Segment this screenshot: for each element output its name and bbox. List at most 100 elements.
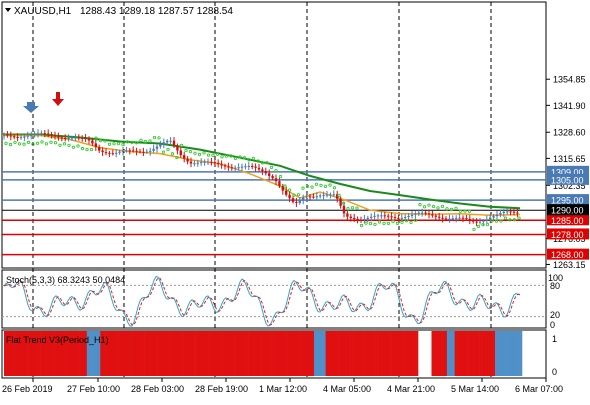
price-axis-label: 1354.85 bbox=[553, 75, 586, 85]
trend-bar bbox=[342, 331, 346, 376]
trend-bar bbox=[196, 331, 199, 376]
candle-body bbox=[421, 212, 424, 214]
candle-body bbox=[169, 140, 172, 142]
psar-dot bbox=[265, 161, 269, 165]
candle-body bbox=[448, 218, 451, 220]
trend-bar bbox=[431, 331, 434, 376]
trend-bar bbox=[19, 331, 22, 376]
trend-bar bbox=[248, 331, 251, 376]
main-panel[interactable] bbox=[1, 1, 547, 269]
trend-bar bbox=[414, 331, 417, 376]
trend-bar bbox=[364, 331, 367, 376]
trend-bar bbox=[227, 331, 230, 376]
candle-body bbox=[217, 163, 220, 165]
psar-dot bbox=[76, 144, 80, 148]
trend-bar bbox=[404, 331, 407, 376]
candle-body bbox=[516, 212, 519, 214]
psar-dot bbox=[494, 219, 499, 223]
trend-bar bbox=[208, 331, 211, 376]
psar-dot bbox=[301, 186, 305, 190]
stoch-panel[interactable] bbox=[1, 269, 547, 329]
candle-body bbox=[427, 213, 431, 215]
psar-dot bbox=[157, 136, 161, 140]
candle-body bbox=[455, 217, 458, 219]
collapse-triangle-icon[interactable] bbox=[5, 8, 11, 12]
candle-body bbox=[98, 147, 101, 151]
psar-dot bbox=[17, 142, 22, 146]
psar-dot bbox=[269, 165, 274, 170]
candle-body bbox=[302, 197, 305, 201]
candle-body bbox=[50, 134, 53, 136]
trend-bar bbox=[439, 331, 442, 376]
trend-bar bbox=[27, 331, 30, 376]
trend-bar bbox=[464, 331, 467, 376]
trend-bar bbox=[495, 331, 498, 376]
trend-bar bbox=[366, 331, 369, 376]
candle-body bbox=[115, 152, 118, 154]
psar-dot bbox=[481, 223, 485, 227]
candle-body bbox=[152, 148, 155, 151]
candle-body bbox=[342, 205, 346, 214]
level-price-tag bbox=[547, 173, 589, 185]
trend-bar bbox=[446, 331, 450, 376]
level-price-tag bbox=[547, 228, 589, 240]
psar-dot bbox=[274, 169, 278, 173]
candle-body bbox=[70, 137, 74, 139]
trend-bar bbox=[477, 331, 480, 376]
candle-body bbox=[64, 138, 67, 140]
candle-body bbox=[138, 151, 142, 153]
level-lines[interactable] bbox=[2, 171, 546, 256]
trend-bar bbox=[134, 331, 138, 376]
trend-bar bbox=[315, 331, 319, 376]
candle-body bbox=[118, 151, 121, 153]
psar-dot bbox=[211, 153, 215, 157]
candle-body bbox=[482, 220, 485, 222]
trend-bar bbox=[346, 331, 349, 376]
trend-bar bbox=[290, 331, 294, 376]
candle-body bbox=[298, 200, 301, 204]
trend-bar bbox=[396, 331, 400, 376]
psar-dot bbox=[404, 219, 409, 223]
psar-dot bbox=[89, 147, 94, 152]
trend-bar bbox=[29, 331, 32, 376]
psar-dot bbox=[166, 147, 170, 152]
trend-bar bbox=[369, 331, 373, 376]
trend-bar bbox=[15, 331, 18, 376]
trend-bar bbox=[254, 331, 257, 376]
trend-bar bbox=[194, 331, 197, 376]
psar-dot bbox=[341, 201, 346, 205]
psar-dot bbox=[98, 139, 103, 143]
trend-bar bbox=[48, 331, 51, 376]
candle-body bbox=[315, 196, 318, 198]
trend-bar bbox=[506, 331, 509, 376]
trend-bar bbox=[485, 331, 488, 376]
candle-body bbox=[502, 211, 505, 213]
trend-bar bbox=[237, 331, 240, 376]
psar-dot bbox=[409, 220, 413, 225]
trend-bar bbox=[292, 331, 296, 376]
candle-body bbox=[257, 167, 261, 170]
psar-dot bbox=[67, 143, 71, 147]
psar-dot bbox=[4, 141, 8, 146]
candle-body bbox=[509, 211, 512, 213]
candle-body bbox=[227, 166, 230, 168]
candle-body bbox=[441, 217, 444, 219]
trend-bar bbox=[211, 331, 215, 376]
trend-bar bbox=[510, 331, 513, 376]
candle-body bbox=[60, 137, 63, 139]
price-axis-label: 1315.65 bbox=[553, 154, 586, 164]
trend-bar bbox=[466, 331, 469, 376]
candle-body bbox=[506, 211, 509, 213]
trend-bar bbox=[219, 331, 222, 376]
psar-dot bbox=[85, 147, 89, 152]
candle-body bbox=[281, 186, 284, 191]
psar-dot bbox=[368, 221, 373, 226]
candle-body bbox=[6, 134, 9, 136]
candle-body bbox=[492, 216, 495, 218]
trend-bar bbox=[265, 331, 269, 376]
trend-bar bbox=[77, 331, 80, 376]
psar-dot bbox=[229, 154, 233, 158]
trend-bar bbox=[498, 331, 502, 376]
psar-dot bbox=[463, 209, 467, 213]
